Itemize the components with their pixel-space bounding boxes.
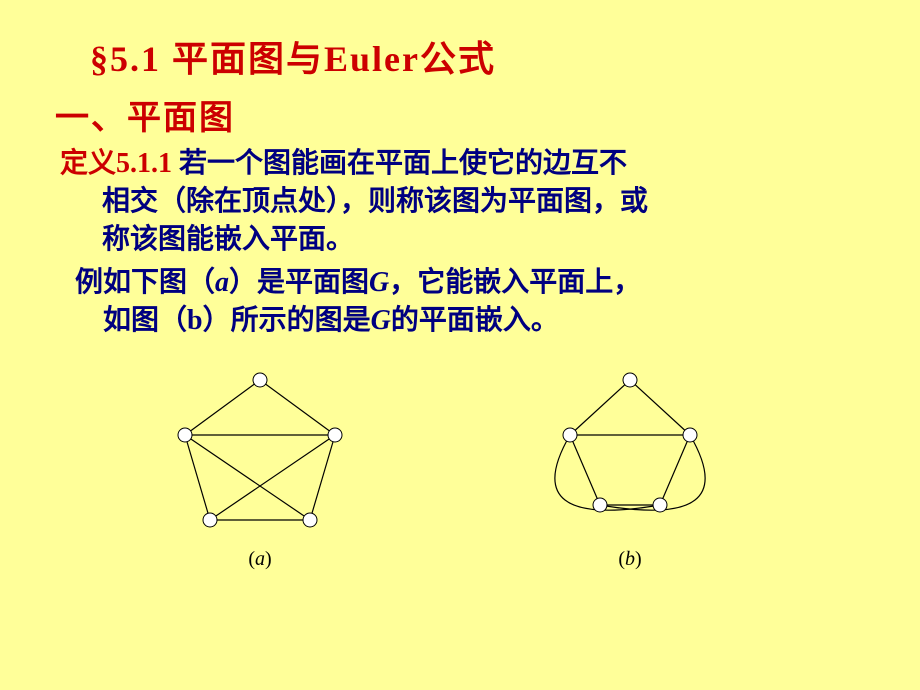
- diagram-b-box: (b): [500, 365, 760, 571]
- diagram-a-svg: [160, 365, 360, 540]
- diagrams-row: (a) (b): [50, 365, 870, 571]
- definition-line-2: 相交（除在顶点处），则称该图为平面图，或: [60, 183, 870, 221]
- diagram-b-label: (b): [500, 548, 760, 571]
- label-a-close: ): [265, 548, 272, 570]
- label-a-open: (: [248, 548, 255, 570]
- example-text-2c: 的平面嵌入。: [391, 305, 559, 336]
- section-title: §5.1 平面图与Euler公式: [90, 30, 870, 82]
- example-letter-g2: G: [371, 305, 391, 336]
- example-block: 例如下图（a）是平面图G，它能嵌入平面上， 如图（b）所示的图是G的平面嵌入。: [50, 264, 870, 340]
- example-text-1c: ）是平面图: [229, 267, 369, 298]
- section-subtitle: 一、平面图: [55, 90, 870, 139]
- label-b-letter: b: [625, 548, 635, 570]
- example-text-1e: ，它能嵌入平面上，: [389, 267, 641, 298]
- label-b-open: (: [618, 548, 625, 570]
- definition-text-1: 若一个图能画在平面上使它的边互不: [172, 148, 627, 179]
- example-letter-a: a: [215, 267, 229, 298]
- definition-label: 定义5.1.1: [60, 148, 172, 179]
- definition-block: 定义5.1.1 若一个图能画在平面上使它的边互不 相交（除在顶点处），则称该图为…: [50, 145, 870, 258]
- label-b-close: ): [635, 548, 642, 570]
- example-text-1a: 例如下图（: [75, 267, 215, 298]
- label-a-letter: a: [255, 548, 265, 570]
- example-line-2: 如图（b）所示的图是G的平面嵌入。: [75, 302, 870, 340]
- diagram-b-svg: [500, 365, 760, 540]
- definition-line-3: 称该图能嵌入平面。: [60, 221, 870, 259]
- diagram-a-label: (a): [160, 548, 360, 571]
- example-line-1: 例如下图（a）是平面图G，它能嵌入平面上，: [75, 264, 870, 302]
- diagram-a-box: (a): [160, 365, 360, 571]
- definition-line-1: 定义5.1.1 若一个图能画在平面上使它的边互不: [60, 145, 870, 183]
- example-letter-g1: G: [369, 267, 389, 298]
- example-text-2a: 如图（b）所示的图是: [103, 305, 371, 336]
